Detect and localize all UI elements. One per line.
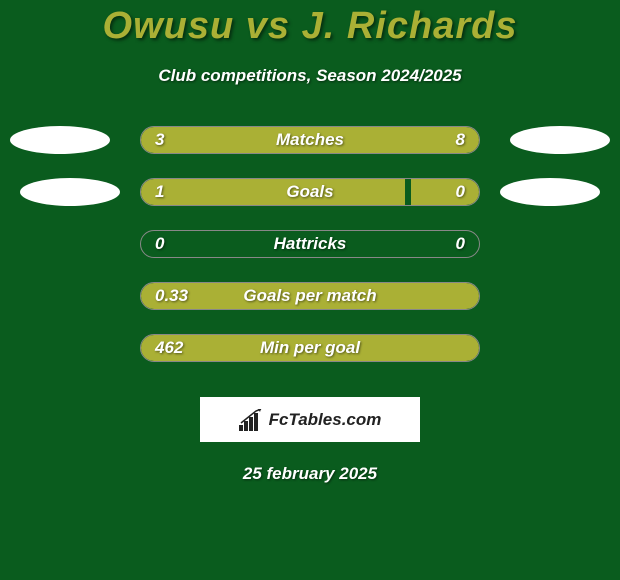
- comparison-date: 25 february 2025: [243, 464, 377, 484]
- stat-bar: 0 Hattricks 0: [140, 230, 480, 258]
- stat-row: 462 Min per goal: [0, 334, 620, 362]
- comparison-title: Owusu vs J. Richards: [103, 5, 518, 48]
- stat-label: Matches: [276, 130, 344, 150]
- stat-value-right: 8: [456, 130, 465, 150]
- stat-row: 1 Goals 0: [0, 178, 620, 206]
- stat-label: Goals per match: [243, 286, 376, 306]
- fctables-logo-box: FcTables.com: [200, 397, 420, 442]
- stat-value-left: 0: [155, 234, 164, 254]
- stat-row: 3 Matches 8: [0, 126, 620, 154]
- stat-value-left: 0.33: [155, 286, 188, 306]
- stat-row: 0.33 Goals per match: [0, 282, 620, 310]
- stat-bar: 0.33 Goals per match: [140, 282, 480, 310]
- player-avatar-left: [10, 126, 110, 154]
- fctables-icon: [239, 409, 263, 431]
- comparison-subtitle: Club competitions, Season 2024/2025: [158, 66, 461, 86]
- player-avatar-right: [510, 126, 610, 154]
- bar-fill-left: [141, 179, 405, 205]
- stat-value-right: 0: [456, 182, 465, 202]
- stat-bar: 3 Matches 8: [140, 126, 480, 154]
- stat-value-left: 1: [155, 182, 164, 202]
- stat-bar: 462 Min per goal: [140, 334, 480, 362]
- stats-container: 3 Matches 8 1 Goals 0 0 Hattricks 0 0.33 Goals per…: [0, 126, 620, 362]
- stat-bar: 1 Goals 0: [140, 178, 480, 206]
- bar-fill-right: [232, 127, 479, 153]
- stat-value-left: 3: [155, 130, 164, 150]
- player-avatar-right: [500, 178, 600, 206]
- player-avatar-left: [20, 178, 120, 206]
- bar-fill-right: [411, 179, 479, 205]
- stat-label: Goals: [286, 182, 333, 202]
- stat-label: Min per goal: [260, 338, 360, 358]
- stat-value-right: 0: [456, 234, 465, 254]
- fctables-logo-text: FcTables.com: [269, 410, 382, 430]
- stat-row: 0 Hattricks 0: [0, 230, 620, 258]
- stat-value-left: 462: [155, 338, 183, 358]
- stat-label: Hattricks: [274, 234, 347, 254]
